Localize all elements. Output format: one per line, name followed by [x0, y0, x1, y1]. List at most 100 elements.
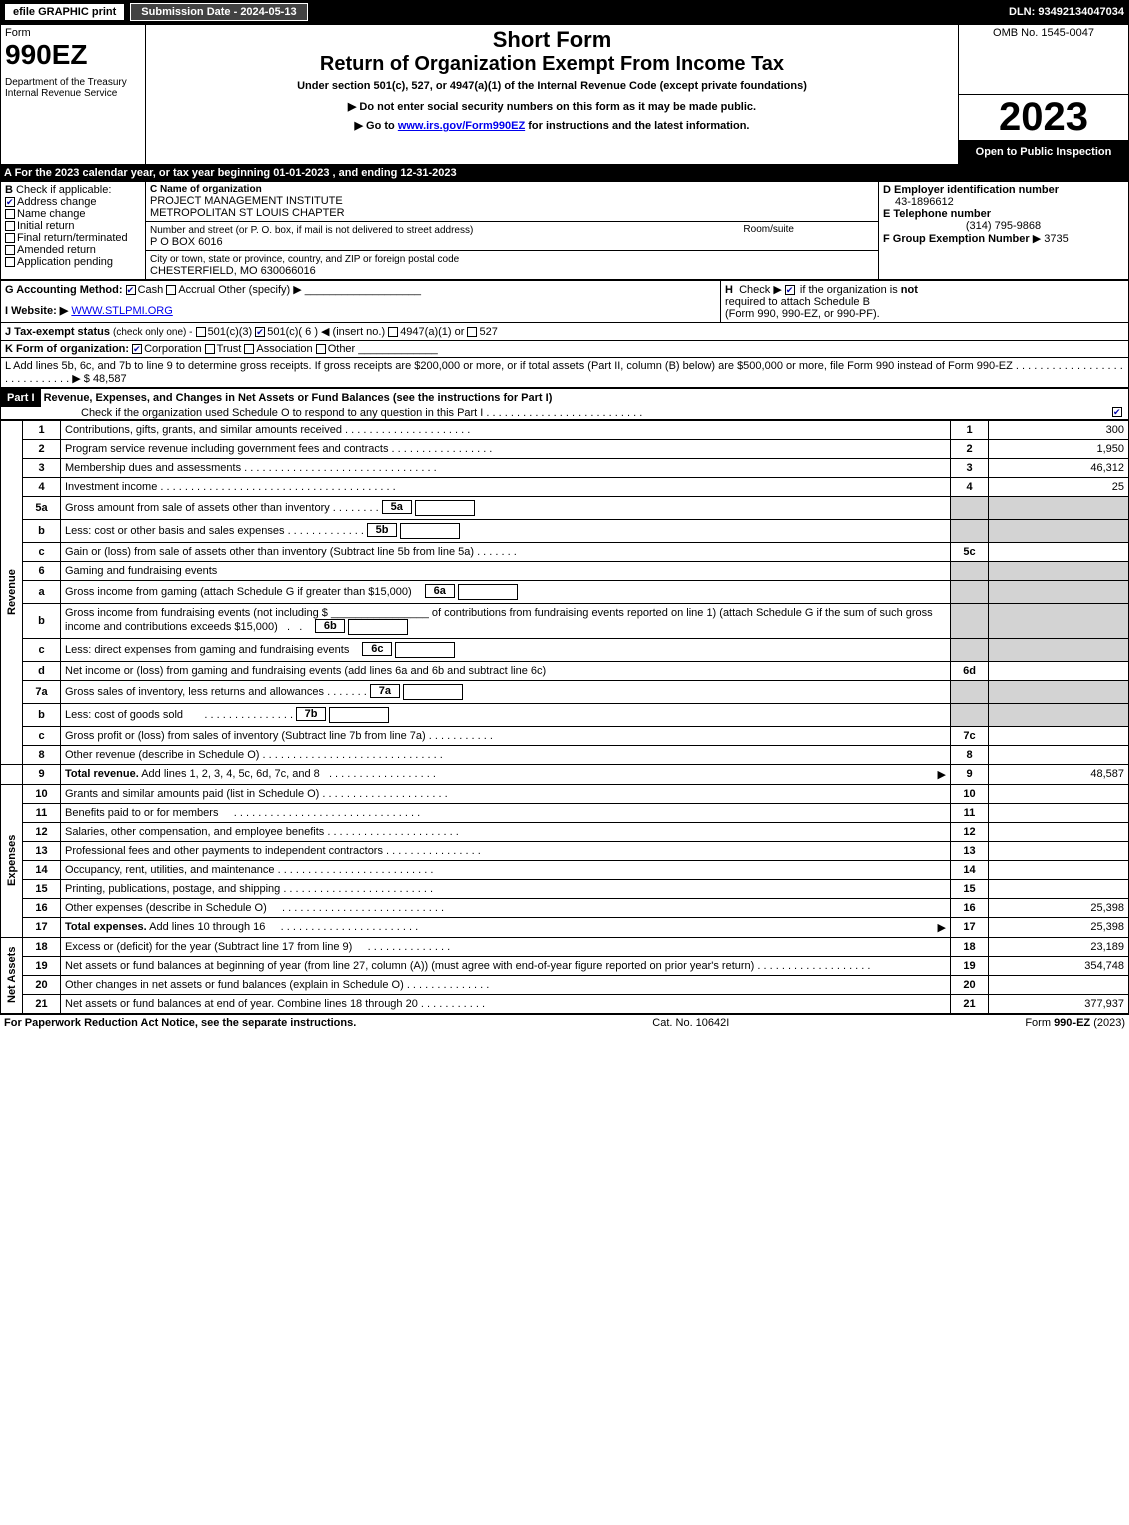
line-3-amount: 46,312	[989, 458, 1129, 477]
line-15-desc: Printing, publications, postage, and shi…	[61, 879, 951, 898]
checkbox-name-change[interactable]	[5, 209, 15, 219]
group-exempt-label: F Group Exemption Number	[883, 233, 1030, 245]
checkbox-address-change[interactable]	[5, 197, 15, 207]
checkbox-initial-return[interactable]	[5, 221, 15, 231]
line-4-desc: Investment income . . . . . . . . . . . …	[61, 477, 951, 496]
submission-date: Submission Date - 2024-05-13	[130, 3, 307, 21]
website-link[interactable]: WWW.STLPMI.ORG	[71, 305, 172, 317]
line-6a-desc: Gross income from gaming (attach Schedul…	[61, 580, 951, 603]
omb-number: OMB No. 1545-0047	[963, 27, 1124, 39]
line-2-amount: 1,950	[989, 439, 1129, 458]
checkbox-application-pending[interactable]	[5, 257, 15, 267]
short-form-title: Short Form	[150, 27, 954, 53]
line-1-desc: Contributions, gifts, grants, and simila…	[61, 420, 951, 439]
note-goto: ▶ Go to www.irs.gov/Form990EZ for instru…	[150, 119, 954, 132]
form-id-cell: Form 990EZ Department of the Treasury In…	[1, 25, 146, 165]
section-h: H Check ▶ if the organization is not req…	[721, 280, 1129, 322]
line-11-desc: Benefits paid to or for members . . . . …	[61, 803, 951, 822]
phone-value: (314) 795-9868	[883, 220, 1124, 232]
checkbox-501c[interactable]	[255, 327, 265, 337]
part1-header: Part I Revenue, Expenses, and Changes in…	[0, 388, 1129, 420]
line-13-desc: Professional fees and other payments to …	[61, 841, 951, 860]
group-exempt-value: ▶ 3735	[1033, 233, 1069, 245]
expenses-section-label: Expenses	[1, 784, 23, 937]
section-c-name: C Name of organization PROJECT MANAGEMEN…	[146, 181, 879, 221]
line-18-desc: Excess or (deficit) for the year (Subtra…	[61, 937, 951, 956]
gross-receipts: ▶ $ 48,587	[72, 373, 126, 385]
checkbox-association[interactable]	[244, 344, 254, 354]
section-l: L Add lines 5b, 6c, and 7b to line 9 to …	[1, 357, 1129, 387]
netassets-section-label: Net Assets	[1, 937, 23, 1013]
checkbox-amended-return[interactable]	[5, 245, 15, 255]
part1-check-text: Check if the organization used Schedule …	[81, 407, 483, 419]
checkbox-cash[interactable]	[126, 285, 136, 295]
line-9-amount: 48,587	[989, 764, 1129, 784]
ein-value: 43-1896612	[895, 196, 954, 208]
line-19-desc: Net assets or fund balances at beginning…	[61, 956, 951, 975]
paperwork-notice: For Paperwork Reduction Act Notice, see …	[4, 1017, 356, 1029]
line-5c-desc: Gain or (loss) from sale of assets other…	[61, 542, 951, 561]
line-9-desc: Total revenue. Add lines 1, 2, 3, 4, 5c,…	[61, 764, 951, 784]
line-21-amount: 377,937	[989, 994, 1129, 1013]
checkbox-other-org[interactable]	[316, 344, 326, 354]
section-c-street: Number and street (or P. O. box, if mail…	[146, 221, 879, 250]
section-c-city: City or town, state or province, country…	[146, 250, 879, 279]
org-name: PROJECT MANAGEMENT INSTITUTE METROPOLITA…	[150, 195, 874, 219]
ein-label: D Employer identification number	[883, 184, 1059, 196]
checkbox-corporation[interactable]	[132, 344, 142, 354]
form-ref: Form 990-EZ (2023)	[1025, 1017, 1125, 1029]
checkbox-schedule-o[interactable]	[1112, 407, 1122, 417]
line-16-amount: 25,398	[989, 898, 1129, 917]
section-g: G Accounting Method: Cash Accrual Other …	[1, 280, 721, 322]
form-number: 990EZ	[5, 39, 141, 71]
checkbox-accrual[interactable]	[166, 285, 176, 295]
checkbox-501c3[interactable]	[196, 327, 206, 337]
section-def: D Employer identification number 43-1896…	[879, 181, 1129, 279]
line-19-amount: 354,748	[989, 956, 1129, 975]
line-6d-desc: Net income or (loss) from gaming and fun…	[61, 661, 951, 680]
section-j: J Tax-exempt status (check only one) - 5…	[1, 322, 1129, 340]
revenue-section-label: Revenue	[1, 420, 23, 764]
line-17-desc: Total expenses. Add lines 10 through 16 …	[61, 917, 951, 937]
line-18-amount: 23,189	[989, 937, 1129, 956]
note-ssn: ▶ Do not enter social security numbers o…	[150, 100, 954, 113]
line-4-amount: 25	[989, 477, 1129, 496]
title-cell: Short Form Return of Organization Exempt…	[146, 25, 959, 95]
tax-year: 2023	[959, 95, 1128, 140]
efile-print-button[interactable]: efile GRAPHIC print	[5, 4, 124, 20]
part1-title: Revenue, Expenses, and Changes in Net As…	[44, 392, 553, 404]
header-table: Form 990EZ Department of the Treasury In…	[0, 24, 1129, 165]
dln-label: DLN: 93492134047034	[1009, 6, 1124, 18]
line-21-desc: Net assets or fund balances at end of ye…	[61, 994, 951, 1013]
notes-cell: ▶ Do not enter social security numbers o…	[146, 94, 959, 164]
part1-label: Part I	[1, 389, 41, 407]
line-14-desc: Occupancy, rent, utilities, and maintena…	[61, 860, 951, 879]
public-inspection-badge: Open to Public Inspection	[959, 140, 1128, 164]
checkbox-schedule-b[interactable]	[785, 285, 795, 295]
footer: For Paperwork Reduction Act Notice, see …	[0, 1014, 1129, 1031]
checkbox-4947[interactable]	[388, 327, 398, 337]
line-12-desc: Salaries, other compensation, and employ…	[61, 822, 951, 841]
irs-link[interactable]: www.irs.gov/Form990EZ	[398, 120, 525, 132]
checkbox-trust[interactable]	[205, 344, 215, 354]
subtitle: Under section 501(c), 527, or 4947(a)(1)…	[150, 80, 954, 92]
line-6c-desc: Less: direct expenses from gaming and fu…	[61, 638, 951, 661]
line-6b-desc: Gross income from fundraising events (no…	[61, 603, 951, 638]
section-b: B Check if applicable: Address change Na…	[1, 181, 146, 279]
street-value: P O BOX 6016	[150, 236, 223, 248]
line-5a-desc: Gross amount from sale of assets other t…	[61, 496, 951, 519]
year-badge-cell: 2023 Open to Public Inspection	[959, 94, 1129, 164]
form-label: Form	[5, 27, 141, 39]
checkbox-final-return[interactable]	[5, 233, 15, 243]
line-5b-desc: Less: cost or other basis and sales expe…	[61, 519, 951, 542]
line-7b-desc: Less: cost of goods sold . . . . . . . .…	[61, 703, 951, 726]
line-10-desc: Grants and similar amounts paid (list in…	[61, 784, 951, 803]
cat-number: Cat. No. 10642I	[652, 1017, 729, 1029]
info-table: B Check if applicable: Address change Na…	[0, 181, 1129, 280]
phone-label: E Telephone number	[883, 208, 991, 220]
checkbox-527[interactable]	[467, 327, 477, 337]
return-title: Return of Organization Exempt From Incom…	[150, 53, 954, 76]
lines-table: Revenue 1 Contributions, gifts, grants, …	[0, 420, 1129, 1014]
section-a: A For the 2023 calendar year, or tax yea…	[0, 165, 1129, 181]
line-1-amount: 300	[989, 420, 1129, 439]
